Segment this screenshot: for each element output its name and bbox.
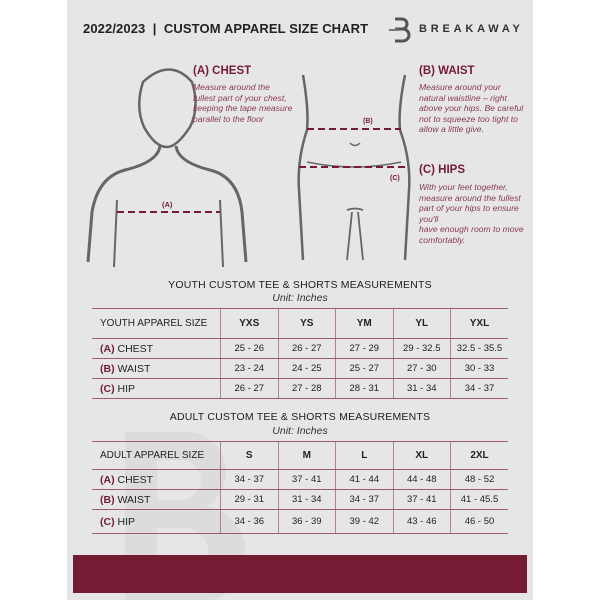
- cell: 24 - 25: [277, 358, 336, 379]
- table-row: (A) CHEST 25 - 26 26 - 27 27 - 29 29 - 3…: [92, 338, 508, 359]
- cell: 27 - 29: [335, 338, 393, 359]
- cell: 29 - 32.5: [392, 338, 451, 359]
- table-row: (C) HIP 26 - 27 27 - 28 28 - 31 31 - 34 …: [92, 378, 508, 399]
- header-cell: L: [335, 441, 393, 470]
- cell: 41 - 44: [335, 469, 393, 490]
- table-row: (A) CHEST 34 - 37 37 - 41 41 - 44 44 - 4…: [92, 469, 508, 490]
- row-label: (C) HIP: [92, 378, 221, 399]
- cell: 26 - 27: [220, 378, 278, 399]
- cell: 31 - 34: [392, 378, 451, 399]
- chest-description: Measure around the fullest part of your …: [193, 82, 293, 124]
- cell: 27 - 30: [392, 358, 451, 379]
- youth-section-title: YOUTH CUSTOM TEE & SHORTS MEASUREMENTS: [168, 279, 432, 291]
- table-row: (B) WAIST 29 - 31 31 - 34 34 - 37 37 - 4…: [92, 489, 508, 510]
- youth-size-table: YOUTH APPAREL SIZE YXS YS YM YL YXL (A) …: [92, 308, 508, 399]
- brand-name: BREAKAWAY: [419, 23, 524, 35]
- cell: 48 - 52: [450, 469, 508, 490]
- header-cell: YM: [335, 308, 393, 339]
- table-header-row: YOUTH APPAREL SIZE YXS YS YM YL YXL: [92, 308, 508, 339]
- chest-figure: (A): [86, 68, 248, 267]
- waist-description: Measure around your natural waistline – …: [419, 82, 524, 135]
- header-cell: M: [277, 441, 336, 470]
- chest-title: (A) CHEST: [193, 65, 252, 77]
- table-header-row: ADULT APPAREL SIZE S M L XL 2XL: [92, 441, 508, 470]
- cell: 31 - 34: [277, 489, 336, 510]
- cell: 37 - 41: [392, 489, 451, 510]
- cell: 44 - 48: [392, 469, 451, 490]
- hips-description-line-2: have enough room to move comfortably.: [419, 224, 524, 245]
- hips-title: (C) HIPS: [419, 164, 465, 176]
- table-row: (C) HIP 34 - 36 36 - 39 39 - 42 43 - 46 …: [92, 509, 508, 534]
- waist-title: (B) WAIST: [419, 65, 475, 77]
- header-cell: YOUTH APPAREL SIZE: [92, 308, 221, 339]
- hips-description-line-1: With your feet together, measure around …: [419, 182, 521, 224]
- cell: 32.5 - 35.5: [450, 338, 508, 359]
- cell: 27 - 28: [277, 378, 336, 399]
- cell: 34 - 37: [220, 469, 278, 490]
- cell: 41 - 45.5: [450, 489, 508, 510]
- waist-hip-figure: (B) (C): [297, 74, 411, 260]
- header-cell: 2XL: [450, 441, 508, 470]
- youth-unit: Unit: Inches: [272, 292, 328, 304]
- header-cell: S: [220, 441, 278, 470]
- cell: 28 - 31: [335, 378, 393, 399]
- adult-unit: Unit: Inches: [272, 425, 328, 437]
- header-cell: ADULT APPAREL SIZE: [92, 441, 221, 470]
- cell: 34 - 37: [450, 378, 508, 399]
- hips-description: With your feet together, measure around …: [419, 182, 527, 246]
- row-label: (B) WAIST: [92, 358, 221, 379]
- row-label: (A) CHEST: [92, 338, 221, 359]
- cell: 26 - 27: [277, 338, 336, 359]
- row-label: (C) HIP: [92, 509, 221, 534]
- header-cell: YL: [392, 308, 451, 339]
- row-label: (B) WAIST: [92, 489, 221, 510]
- footer-band: [73, 555, 527, 593]
- cell: 25 - 26: [220, 338, 278, 359]
- cell: 43 - 46: [392, 509, 451, 534]
- hip-marker: (C): [390, 175, 400, 182]
- size-chart-page: 2022/2023 | CUSTOM APPAREL SIZE CHART BR…: [67, 0, 533, 600]
- adult-section-title: ADULT CUSTOM TEE & SHORTS MEASUREMENTS: [169, 411, 431, 423]
- page-title: 2022/2023 | CUSTOM APPAREL SIZE CHART: [83, 21, 369, 36]
- header-cell: YS: [277, 308, 336, 339]
- cell: 25 - 27: [335, 358, 393, 379]
- row-label: (A) CHEST: [92, 469, 221, 490]
- cell: 34 - 37: [335, 489, 393, 510]
- header-cell: XL: [392, 441, 451, 470]
- cell: 34 - 36: [220, 509, 278, 534]
- breakaway-logo-icon: [389, 17, 411, 43]
- waist-marker: (B): [363, 118, 373, 125]
- cell: 23 - 24: [220, 358, 278, 379]
- cell: 39 - 42: [335, 509, 393, 534]
- header-cell: YXL: [450, 308, 508, 339]
- cell: 46 - 50: [450, 509, 508, 534]
- cell: 37 - 41: [277, 469, 336, 490]
- cell: 36 - 39: [277, 509, 336, 534]
- chest-marker: (A): [162, 200, 173, 209]
- adult-size-table: ADULT APPAREL SIZE S M L XL 2XL (A) CHES…: [92, 441, 508, 534]
- cell: 30 - 33: [450, 358, 508, 379]
- cell: 29 - 31: [220, 489, 278, 510]
- table-row: (B) WAIST 23 - 24 24 - 25 25 - 27 27 - 3…: [92, 358, 508, 379]
- header-cell: YXS: [220, 308, 278, 339]
